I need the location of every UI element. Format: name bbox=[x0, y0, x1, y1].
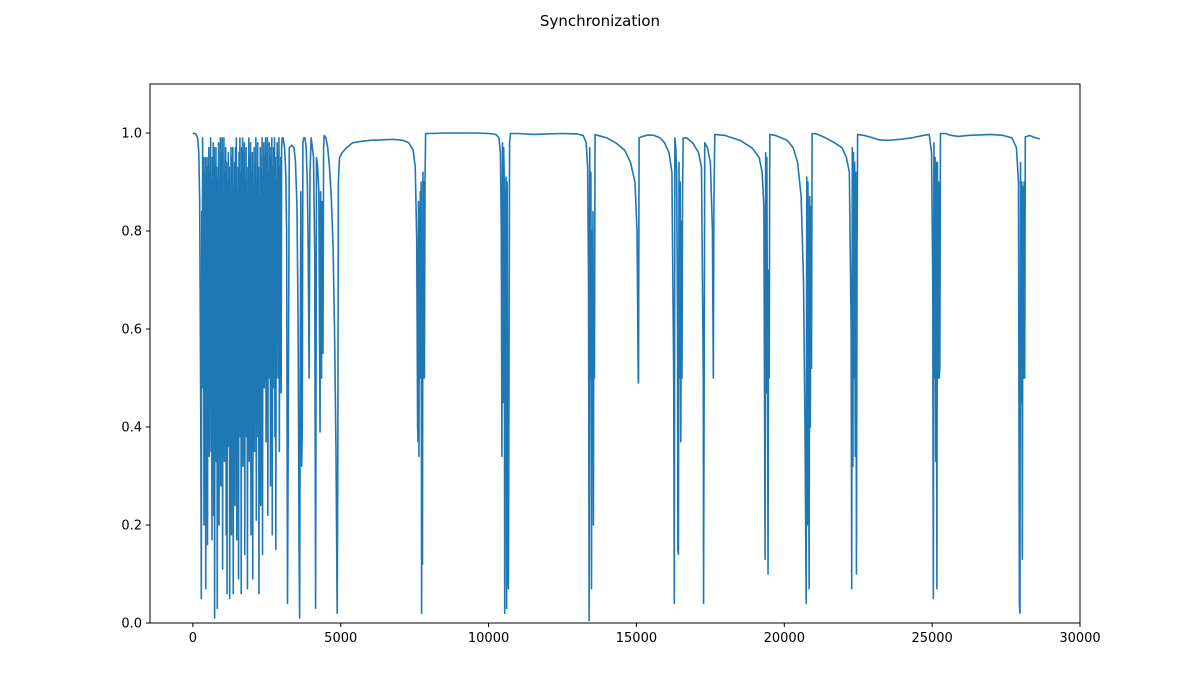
plot-area bbox=[192, 132, 1041, 622]
x-tick-label: 15000 bbox=[616, 631, 657, 646]
x-tick-label: 30000 bbox=[1059, 631, 1100, 646]
x-tick-label: 0 bbox=[189, 631, 197, 646]
series-line bbox=[192, 132, 1041, 622]
y-tick-label: 0.4 bbox=[121, 421, 142, 436]
y-tick-label: 0.2 bbox=[121, 519, 142, 534]
axes-frame bbox=[149, 83, 1081, 624]
x-tick-label: 20000 bbox=[764, 631, 805, 646]
chart-title: Synchronization bbox=[540, 12, 660, 30]
x-tick-label: 10000 bbox=[468, 631, 509, 646]
x-axis: 0 5000 10000 15000 20000 25000 30000 bbox=[189, 623, 1101, 646]
y-tick-label: 1.0 bbox=[121, 127, 142, 142]
y-tick-label: 0.0 bbox=[121, 617, 142, 632]
x-tick-label: 25000 bbox=[911, 631, 952, 646]
y-tick-label: 0.6 bbox=[121, 323, 142, 338]
y-axis: 0.0 0.2 0.4 0.6 0.8 1.0 bbox=[121, 127, 150, 632]
y-tick-label: 0.8 bbox=[121, 225, 142, 240]
x-tick-label: 5000 bbox=[324, 631, 357, 646]
